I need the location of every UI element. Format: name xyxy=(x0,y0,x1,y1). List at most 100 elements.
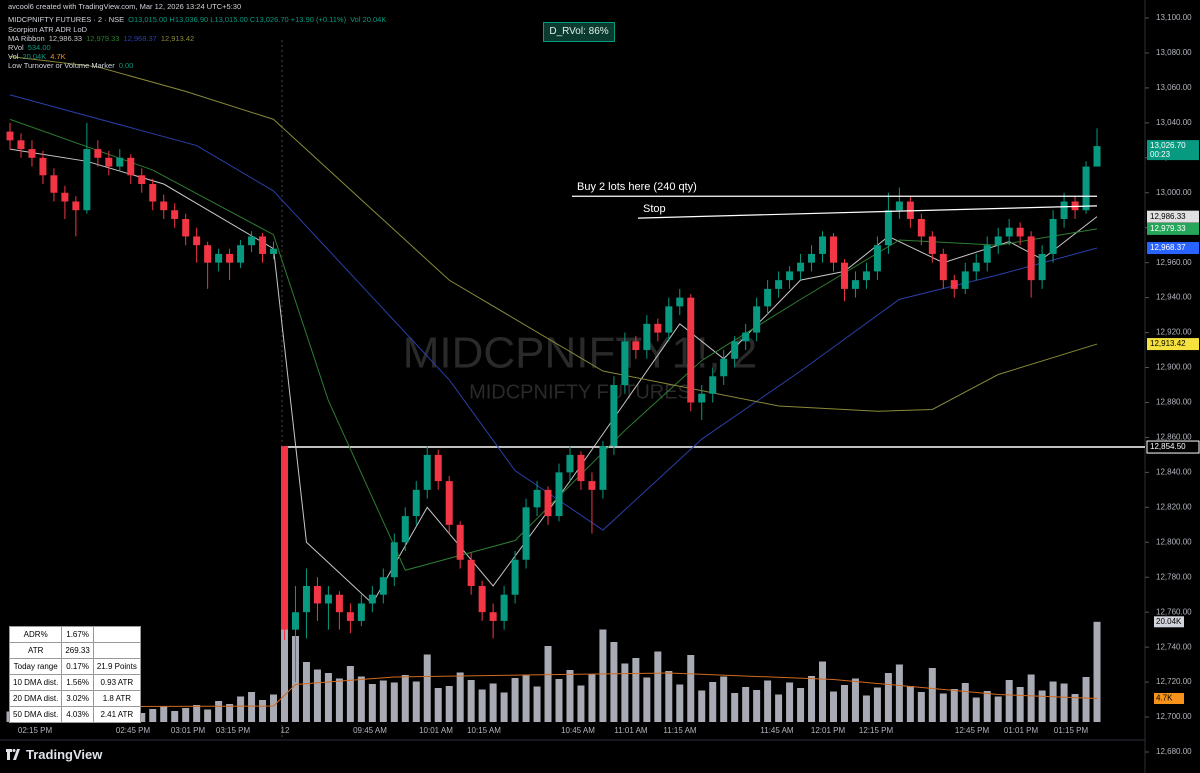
candle-body xyxy=(434,454,442,482)
volume-bar xyxy=(215,701,223,722)
candle-body xyxy=(873,245,881,272)
volume-bar xyxy=(281,624,288,722)
candle-body xyxy=(588,481,596,490)
volume-bar xyxy=(302,662,310,722)
volume-bar xyxy=(753,690,761,722)
indicator-value: 534.00 xyxy=(27,43,51,52)
candle-body xyxy=(445,481,453,525)
stats-cell: 3.02% xyxy=(61,690,94,707)
candle-body xyxy=(610,385,618,447)
volume-bar xyxy=(1016,687,1024,722)
volume-bar xyxy=(390,682,398,722)
candle-body xyxy=(917,218,925,237)
candle-body xyxy=(291,612,299,630)
candle-body xyxy=(335,594,343,613)
stats-cell: 0.17% xyxy=(61,658,94,675)
candle-body xyxy=(248,236,256,246)
volume-bar xyxy=(160,706,168,722)
volume-bar xyxy=(884,673,892,722)
candle-body xyxy=(577,454,585,482)
x-tick-label: 11:15 AM xyxy=(663,726,697,735)
candle-body xyxy=(830,236,837,263)
candle-body xyxy=(149,184,157,202)
candle-body xyxy=(775,280,783,289)
volume-bar xyxy=(1049,681,1057,722)
candle-body xyxy=(50,175,58,193)
candle-body xyxy=(1016,227,1024,237)
x-tick-label: 03:01 PM xyxy=(171,726,206,735)
candle-body xyxy=(895,201,903,211)
volume-bar xyxy=(961,683,969,722)
volume-bar xyxy=(654,651,662,722)
annotation-text: Stop xyxy=(643,203,666,215)
candle-body xyxy=(544,489,552,517)
y-tick-label: 12,900.00 xyxy=(1156,363,1192,372)
volume-bar xyxy=(1082,677,1090,722)
candle-body xyxy=(1038,253,1046,281)
candle-body xyxy=(1005,227,1013,237)
volume-bar xyxy=(687,655,695,722)
volume-bar xyxy=(171,711,179,722)
volume-bar xyxy=(830,691,837,722)
x-tick-label: 11:01 AM xyxy=(614,726,648,735)
candle-body xyxy=(456,524,464,560)
indicator-name: Vol xyxy=(8,52,19,61)
volume-label-box xyxy=(1154,693,1184,704)
volume-bar xyxy=(610,642,618,722)
x-tick-label: 09:45 AM xyxy=(353,726,387,735)
volume-bar xyxy=(522,675,530,722)
volume-bar xyxy=(928,668,936,722)
y-tick-label: 12,680.00 xyxy=(1156,747,1192,756)
x-tick-label: 10:15 AM xyxy=(467,726,501,735)
stats-cell: 21.9 Points xyxy=(92,658,141,675)
price-label-box xyxy=(1147,210,1199,223)
candle-body xyxy=(511,559,519,595)
volume-bar xyxy=(1071,694,1079,722)
stats-row: 50 DMA dist. 4.03% 2.41 ATR xyxy=(8,706,141,723)
volume-bar xyxy=(917,692,925,722)
volume-bar xyxy=(456,672,464,722)
volume-bar xyxy=(1027,674,1035,722)
candle-body xyxy=(654,323,662,333)
candle-body xyxy=(533,489,541,508)
volume-bar xyxy=(555,679,563,722)
candle-body xyxy=(753,306,761,333)
candle-body xyxy=(17,140,25,150)
candle-body xyxy=(72,201,80,211)
volume-bar xyxy=(533,686,541,722)
indicator-row: Scorpion ATR ADR LoD xyxy=(8,25,91,34)
volume-bar xyxy=(698,690,706,722)
price-label-box xyxy=(1147,338,1199,351)
candle-body xyxy=(1082,166,1090,211)
y-tick-label: 12,800.00 xyxy=(1156,537,1192,546)
candle-body xyxy=(698,393,706,403)
volume-bar xyxy=(412,681,420,722)
volume-bar xyxy=(346,666,354,722)
volume-bar xyxy=(906,686,914,722)
volume-bar xyxy=(851,678,859,722)
candle-body xyxy=(764,288,772,307)
volume-bar xyxy=(819,661,827,722)
volume-bar xyxy=(379,680,387,722)
candle-body xyxy=(467,559,475,586)
stats-cell: 4.03% xyxy=(61,706,94,723)
volume-bar xyxy=(138,713,146,722)
indicator-value: 4.7K xyxy=(50,52,66,61)
candle-body xyxy=(994,236,1002,246)
volume-bar xyxy=(511,678,519,722)
candle-body xyxy=(665,306,673,333)
volume-text: Vol 20.04K xyxy=(350,15,387,24)
stats-cell: 2.41 ATR xyxy=(92,706,141,723)
volume-bar xyxy=(204,709,212,722)
volume-bar xyxy=(895,664,903,722)
candle-body xyxy=(215,253,223,263)
volume-bar xyxy=(500,692,508,722)
stats-cell: ADR% xyxy=(8,626,63,643)
stats-cell: Today range xyxy=(8,658,63,675)
volume-bar xyxy=(983,691,991,722)
candle-body xyxy=(687,297,695,403)
y-tick-label: 12,780.00 xyxy=(1156,572,1192,581)
candle-body xyxy=(270,248,278,254)
y-tick-label: 12,740.00 xyxy=(1156,642,1192,651)
price-label-box xyxy=(1147,222,1199,235)
